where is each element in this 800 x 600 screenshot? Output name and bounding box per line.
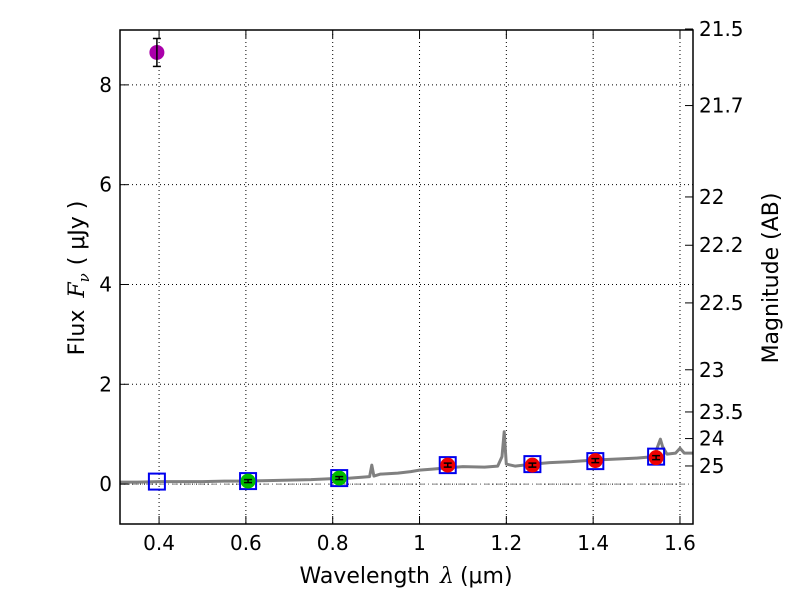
x-axis-ticks: 0.4 0.6 0.8 1 1.2 1.4 1.6 xyxy=(143,30,696,555)
y-axis-title-unit: ( μJy ) xyxy=(65,201,90,266)
model-square-3 xyxy=(438,456,457,475)
x-tick-label-5: 1.4 xyxy=(577,531,609,555)
model-square-2 xyxy=(330,469,349,488)
y-axis-ticks: 0 2 4 6 8 xyxy=(99,73,128,496)
x-tick-label-1: 0.6 xyxy=(230,531,262,555)
y-axis-title-prefix: Flux xyxy=(65,310,90,356)
x-tick-label-2: 0.8 xyxy=(317,531,349,555)
magnitude-axis-title: Magnitude (AB) xyxy=(759,193,784,364)
model-square-0 xyxy=(147,472,166,491)
mag-tick-label-7: 24 xyxy=(699,427,724,451)
photometry-points xyxy=(149,37,664,489)
y-tick-label-2: 4 xyxy=(99,272,112,296)
x-tick-label-3: 1 xyxy=(413,531,426,555)
mag-tick-label-5: 23 xyxy=(699,358,724,382)
mag-tick-label-8: 25 xyxy=(699,454,724,478)
model-square-5 xyxy=(586,452,605,471)
mag-tick-label-2: 22 xyxy=(699,185,724,209)
mag-tick-label-4: 22.5 xyxy=(699,291,744,315)
mag-tick-label-1: 21.7 xyxy=(699,94,744,118)
grid-lines xyxy=(120,30,693,524)
x-axis-title: Wavelength λ (μm) xyxy=(299,564,512,589)
magnitude-axis-ticks: 21.5 21.7 22 22.2 22.5 23 23.5 24 25 xyxy=(685,17,744,478)
mag-tick-label-0: 21.5 xyxy=(699,17,744,41)
y-tick-label-1: 2 xyxy=(99,372,112,396)
x-tick-label-0: 0.4 xyxy=(143,531,175,555)
mag-tick-label-3: 22.2 xyxy=(699,233,744,257)
x-tick-label-6: 1.6 xyxy=(664,531,696,555)
mag-tick-label-6: 23.5 xyxy=(699,400,744,424)
model-square-1 xyxy=(239,472,258,491)
y-axis-title-symbol: F xyxy=(65,282,90,299)
x-axis-title-symbol: λ xyxy=(439,564,454,589)
plot-frame xyxy=(119,29,694,525)
y-tick-label-4: 8 xyxy=(99,73,112,97)
x-axis-title-unit: (μm) xyxy=(460,564,513,589)
model-spectrum-line xyxy=(120,430,693,484)
y-axis-title: Flux Fν ( μJy ) xyxy=(65,201,93,356)
y-axis-title-subscript: ν xyxy=(75,273,93,282)
model-photometry-squares xyxy=(147,447,666,491)
x-axis-title-prefix: Wavelength xyxy=(299,564,430,589)
y-tick-label-3: 6 xyxy=(99,173,112,197)
y-tick-label-0: 0 xyxy=(99,472,112,496)
x-tick-label-4: 1.2 xyxy=(490,531,522,555)
